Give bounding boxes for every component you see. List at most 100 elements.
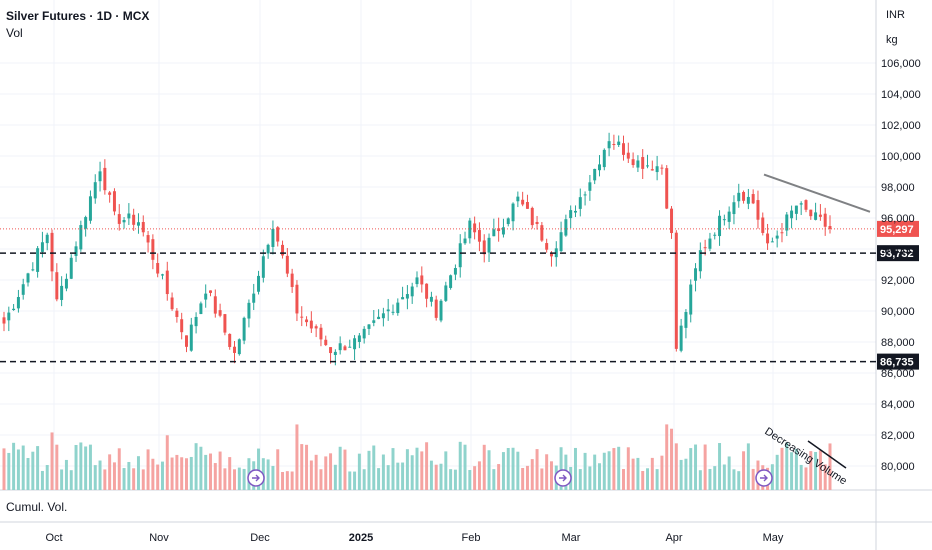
event-icon-arrow [252,474,260,482]
volume-bar [12,442,16,490]
candle-body [348,346,352,348]
candle-body [84,217,88,229]
candle-body [775,235,779,239]
volume-bar [785,442,789,490]
volume-bar [425,442,429,490]
y-tick-label: 100,000 [881,151,921,163]
candle-body [463,238,467,244]
volume-bar [333,464,337,490]
candle-body [204,293,208,300]
candle-body [324,339,328,346]
volume-bar [184,458,188,490]
candle-body [103,167,107,191]
candle-body [593,168,597,181]
cumulative-volume-label: Cumul. Vol. [6,500,68,514]
volume-bar [338,446,342,490]
candle-body [814,212,818,220]
candle-body [88,196,92,221]
volume-bar [36,446,40,490]
candle-body [487,237,491,253]
x-tick-label: Oct [45,532,62,544]
candle-body [338,343,342,351]
volume-bar [136,456,140,490]
candle-body [132,214,136,225]
candle-body [362,328,366,339]
y-tick-label: 104,000 [881,89,921,101]
candle-body [718,215,722,237]
volume-bar [194,443,198,490]
volume-bar [607,451,611,490]
candle-body [401,297,405,300]
candle-body [746,196,750,204]
volume-bar [492,469,496,490]
candle-body [189,324,193,351]
volume-bar [477,461,481,490]
candle-body [74,246,78,256]
level-badge-label: 93,732 [880,248,914,260]
candle-body [194,316,198,327]
volume-bar [511,447,515,490]
volume-bar [88,444,92,490]
volume-bar [271,465,275,490]
volume-bar [684,458,688,490]
candle-body [127,213,131,219]
candle-body [477,230,481,242]
volume-bar [549,461,553,490]
volume-bar [540,468,544,490]
candle-body [60,285,64,300]
candle-body [415,277,419,285]
y-tick-label: 92,000 [881,275,915,287]
volume-bar [180,457,184,490]
candle-body [93,182,97,199]
volume-bar [209,453,212,490]
volume-bar [165,435,169,490]
x-tick-label: 2025 [349,532,373,544]
x-tick-label: May [763,532,784,544]
x-tick-label: Apr [665,532,682,544]
volume-bar [535,449,539,490]
volume-bar [458,441,462,490]
candle-body [713,234,717,236]
candle-body [732,202,736,215]
volume-bar [593,454,597,490]
candle-body [69,257,73,279]
volume-bar [823,464,827,490]
volume-bar [434,464,438,490]
candle-body [396,302,400,314]
candle-body [818,214,822,217]
candle-body [597,164,601,171]
volume-bar [679,459,683,490]
y-tick-label: 82,000 [881,430,915,442]
candle-body [655,166,659,173]
volume-bar [285,471,289,490]
volume-bar [151,458,155,490]
candle-body [271,228,275,247]
volume-bar [631,458,635,490]
candle-body [233,346,237,353]
candle-body [780,232,784,234]
candle-body [444,285,448,301]
volume-bar [636,457,640,490]
candle-body [742,191,746,201]
candle-body [521,199,525,205]
volume-bar [266,459,270,490]
volume-bar [170,457,174,490]
volume-bar [213,463,217,490]
candle-body [588,182,592,191]
volume-bar [501,452,505,490]
y-tick-label: 86,000 [881,368,915,380]
candle-body [184,335,188,347]
candle-body [665,168,669,209]
candle-body [281,244,285,256]
volume-bar [516,451,520,490]
volume-bar [7,452,11,490]
candle-body [218,310,222,316]
candle-body [636,160,640,168]
candle-body [405,294,409,299]
candle-body [136,222,140,226]
candle-body [631,159,635,166]
volume-bar [386,465,390,490]
volume-bar [655,469,659,490]
candle-body [622,143,625,155]
